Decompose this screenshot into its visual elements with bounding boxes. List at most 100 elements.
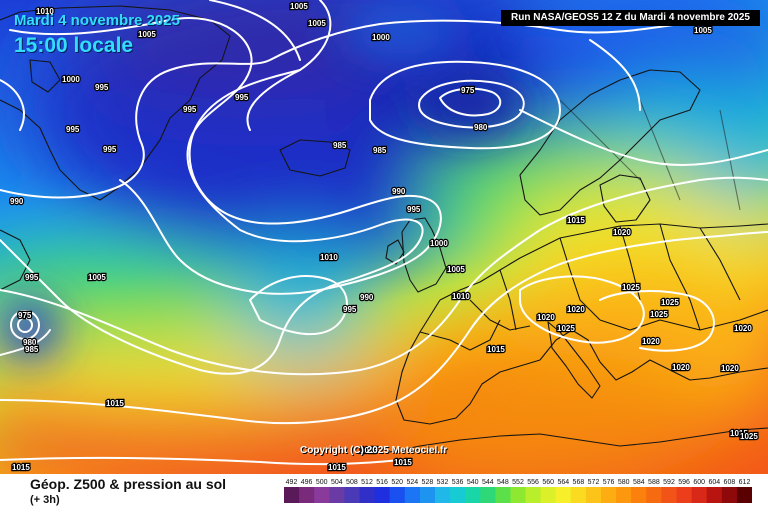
pressure-label: 1010 xyxy=(36,7,54,16)
legend-value: 504 xyxy=(331,479,343,486)
pressure-label: 990 xyxy=(360,293,374,302)
pressure-label: 1020 xyxy=(672,363,690,372)
legend-swatch xyxy=(585,487,602,503)
pressure-label: 1020 xyxy=(537,313,555,322)
pressure-label: 1005 xyxy=(88,273,106,282)
pressure-label: 995 xyxy=(103,145,117,154)
legend-swatch xyxy=(450,487,466,503)
legend-swatch xyxy=(601,487,617,503)
z500-legend: 492 496 500 504 508 512 516 520 524 528 532 536 540 5… xyxy=(284,479,752,503)
legend-value: 608 xyxy=(724,479,736,486)
legend-swatch xyxy=(676,487,693,503)
legend-swatch xyxy=(616,487,632,503)
legend-value: 492 xyxy=(286,479,298,486)
run-info: Run NASA/GEOS5 12 Z du Mardi 4 novembre … xyxy=(501,10,760,26)
legend-swatch xyxy=(465,487,481,503)
legend-value: 612 xyxy=(739,479,751,486)
pressure-labels: 1010 1005 1005 1005 1000 1000 995 995 995 995 995 9… xyxy=(9,1,760,474)
pressure-label: 1020 xyxy=(721,364,739,373)
chart-title: Géop. Z500 & pression au sol xyxy=(30,476,227,492)
pressure-label: 1020 xyxy=(734,324,752,333)
coastlines xyxy=(0,5,768,453)
pressure-label: 1015 xyxy=(106,399,124,408)
legend-swatch xyxy=(570,487,587,503)
legend-value: 524 xyxy=(406,479,418,486)
legend-swatch xyxy=(359,487,376,503)
pressure-label: 980 xyxy=(23,338,37,347)
legend-swatch xyxy=(284,487,300,503)
pressure-label: 1005 xyxy=(447,265,465,274)
pressure-label: 1005 xyxy=(138,30,156,39)
legend-swatch xyxy=(404,487,421,503)
legend-value: 556 xyxy=(527,479,539,486)
pressure-label: 1020 xyxy=(567,305,585,314)
legend-value: 512 xyxy=(361,479,373,486)
pressure-label: 1025 xyxy=(557,324,575,333)
legend-value: 496 xyxy=(301,479,313,486)
legend-swatch xyxy=(329,487,345,503)
pressure-label: 1015 xyxy=(394,458,412,467)
legend-value: 604 xyxy=(708,479,720,486)
pressure-label: 995 xyxy=(25,273,39,282)
legend-value: 532 xyxy=(437,479,449,486)
pressure-label: 1015 xyxy=(487,345,505,354)
legend-value: 544 xyxy=(482,479,494,486)
legend-value: 596 xyxy=(678,479,690,486)
legend-value: 560 xyxy=(542,479,554,486)
pressure-label: 1000 xyxy=(372,33,390,42)
legend-value: 540 xyxy=(467,479,479,486)
pressure-label: 1000 xyxy=(62,75,80,84)
pressure-label: 985 xyxy=(25,345,39,354)
legend-value: 600 xyxy=(693,479,705,486)
pressure-label: 1015 xyxy=(567,216,585,225)
pressure-label: 1005 xyxy=(694,26,712,35)
legend-value: 520 xyxy=(391,479,403,486)
legend-swatch xyxy=(631,487,647,503)
pressure-label: 1015 xyxy=(360,446,378,455)
legend-swatch xyxy=(374,487,391,503)
legend-swatch xyxy=(480,487,496,503)
legend-value: 536 xyxy=(452,479,464,486)
pressure-label: 980 xyxy=(474,123,488,132)
pressure-label: 995 xyxy=(66,125,80,134)
pressure-label: 1025 xyxy=(650,310,668,319)
isobars xyxy=(0,0,768,464)
forecast-time: 15:00 locale xyxy=(14,34,134,57)
legend-swatch xyxy=(721,487,738,503)
pressure-label: 995 xyxy=(183,105,197,114)
pressure-label: 990 xyxy=(10,197,24,206)
z500-blobs xyxy=(0,0,768,474)
pressure-label: 975 xyxy=(18,311,32,320)
footer: Géop. Z500 & pression au sol (+ 3h) 492 4… xyxy=(0,474,768,512)
legend-value: 516 xyxy=(376,479,388,486)
legend-swatch xyxy=(646,487,662,503)
pressure-label: 995 xyxy=(407,205,421,214)
pressure-label: 1020 xyxy=(642,337,660,346)
legend-value: 568 xyxy=(573,479,585,486)
legend-value: 580 xyxy=(618,479,630,486)
pressure-label: 995 xyxy=(235,93,249,102)
forecast-date: Mardi 4 novembre 2025 xyxy=(14,12,180,29)
pressure-label: 995 xyxy=(95,83,109,92)
pressure-label: 985 xyxy=(373,146,387,155)
pressure-label: 1025 xyxy=(740,432,758,441)
legend-value: 576 xyxy=(603,479,615,486)
legend-swatch xyxy=(419,487,436,503)
legend-value: 552 xyxy=(512,479,524,486)
pressure-label: 1005 xyxy=(290,2,308,11)
pressure-label: 1020 xyxy=(613,228,631,237)
pressure-label: 1025 xyxy=(661,298,679,307)
legend-swatch xyxy=(344,487,360,503)
legend-value: 572 xyxy=(588,479,600,486)
copyright: Copyright (C) 2025 Meteociel.fr xyxy=(300,445,448,456)
pressure-label: 985 xyxy=(333,141,347,150)
pressure-label: 1015 xyxy=(328,463,346,472)
legend-value: 588 xyxy=(648,479,660,486)
legend-swatch xyxy=(299,487,315,503)
legend-swatch xyxy=(510,487,527,503)
pressure-label: 1015 xyxy=(12,463,30,472)
legend-swatch xyxy=(389,487,406,503)
legend-value: 584 xyxy=(633,479,645,486)
pressure-label: 1010 xyxy=(320,253,338,262)
pressure-label: 975 xyxy=(461,86,475,95)
